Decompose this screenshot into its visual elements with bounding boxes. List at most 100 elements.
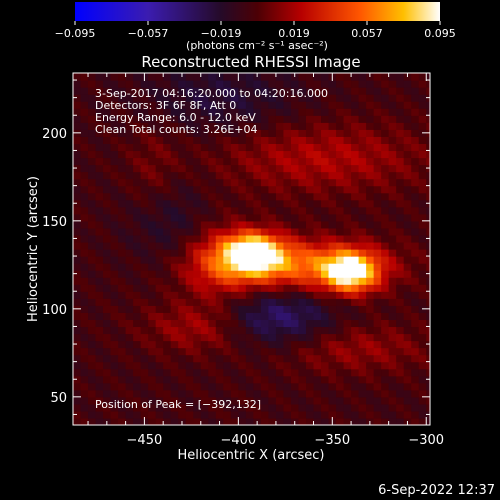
heatmap-cell [366,241,375,250]
heatmap-cell [200,326,209,335]
heatmap-cell [253,143,262,152]
heatmap-cell [388,312,397,320]
heatmap-cell [336,354,345,363]
heatmap-cell [411,417,420,425]
heatmap-cell [73,157,82,166]
heatmap-cell [388,192,397,201]
heatmap-cell [103,284,112,292]
heatmap-cell [103,249,112,257]
heatmap-cell [88,129,97,137]
heatmap-cell [73,94,82,102]
heatmap-cell [178,94,187,102]
heatmap-cell [193,347,202,356]
heatmap-cell [103,129,112,137]
heatmap-cell [185,389,194,398]
heatmap-cell [388,241,397,250]
heatmap-cell [343,270,352,278]
heatmap-cell [245,227,254,236]
heatmap-cell [313,241,322,250]
heatmap-cell [170,333,179,342]
heatmap-cell [170,291,179,299]
heatmap-cell [125,354,134,363]
heatmap-cell [110,80,119,88]
heatmap-cell [298,227,307,236]
heatmap-cell [366,192,375,201]
heatmap-cell [193,150,202,159]
heatmap-cell [260,347,270,356]
heatmap-cell [418,270,427,278]
heatmap-cell [396,319,405,328]
heatmap-cell [381,129,390,137]
heatmap-cell [223,241,232,250]
heatmap-cell [215,326,224,335]
heatmap-cell [313,73,322,81]
heatmap-cell [208,249,217,257]
heatmap-cell [103,389,112,398]
heatmap-cell [403,298,412,306]
heatmap-cell [230,80,239,88]
heatmap-cell [178,403,187,412]
heatmap-cell [358,108,367,116]
heatmap-cell [133,305,142,313]
heatmap-cell [133,115,142,123]
heatmap-cell [426,80,430,88]
heatmap-cell [133,319,142,328]
heatmap-cell [133,389,142,398]
heatmap-cell [321,410,330,419]
heatmap-cell [358,291,367,299]
heatmap-cell [373,389,382,398]
heatmap-cell [103,326,112,335]
heatmap-cell [148,270,157,278]
heatmap-cell [411,347,420,356]
heatmap-cell [305,354,315,363]
heatmap-cell [426,291,430,299]
heatmap-cell [185,108,194,116]
heatmap-cell [245,101,254,109]
heatmap-cell [73,185,82,194]
heatmap-cell [170,206,179,215]
heatmap-cell [230,291,239,299]
heatmap-cell [260,213,270,222]
heatmap-cell [178,80,187,88]
heatmap-cell [125,375,134,384]
heatmap-cell [238,347,247,356]
heatmap-cell [200,305,209,313]
heatmap-cell [328,213,337,222]
heatmap-cell [328,396,337,405]
heatmap-cell [245,80,254,88]
heatmap-cell [290,333,300,342]
heatmap-cell [230,361,239,370]
heatmap-cell [185,333,194,342]
heatmap-cell [373,312,382,320]
heatmap-cell [88,220,97,229]
heatmap-cell [426,192,430,201]
heatmap-cell [185,312,194,320]
heatmap-cell [80,87,89,95]
heatmap-cell [388,389,397,398]
heatmap-cell [200,340,209,349]
heatmap-cell [366,277,375,285]
heatmap-cell [200,178,209,187]
heatmap-cell [163,122,172,130]
heatmap-cell [358,284,367,292]
heatmap-cell [351,94,360,102]
heatmap-cell [193,192,202,201]
heatmap-cell [343,73,352,81]
heatmap-cell [140,291,149,299]
heatmap-cell [103,403,112,412]
heatmap-cell [366,291,375,299]
heatmap-cell [343,417,352,425]
heatmap-cell [373,199,382,208]
heatmap-cell [411,101,420,109]
heatmap-cell [418,389,427,398]
heatmap-cell [283,157,292,166]
heatmap-cell [418,199,427,208]
heatmap-cell [396,234,405,243]
heatmap-cell [103,94,112,102]
heatmap-cell [245,326,254,335]
heatmap-cell [268,382,277,391]
heatmap-cell [313,115,322,123]
heatmap-cell [110,73,119,81]
heatmap-cell [268,94,277,102]
heatmap-cell [230,354,239,363]
